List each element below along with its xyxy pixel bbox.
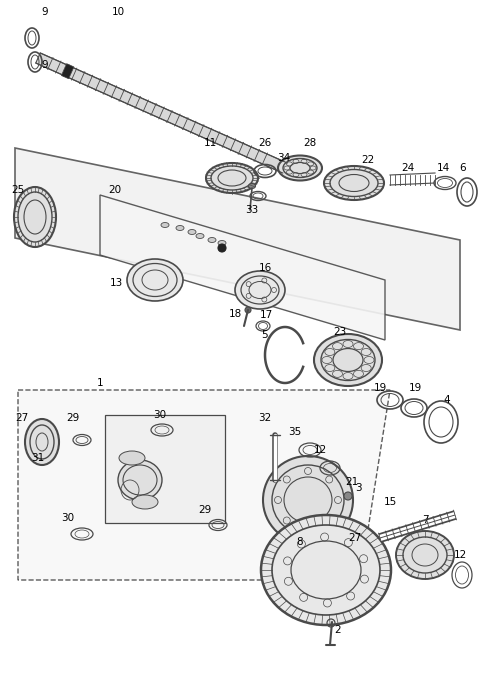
Ellipse shape bbox=[118, 460, 162, 500]
Circle shape bbox=[344, 492, 352, 500]
Text: 11: 11 bbox=[204, 138, 216, 148]
Ellipse shape bbox=[127, 259, 183, 301]
Bar bbox=[105, 415, 225, 523]
Ellipse shape bbox=[119, 451, 145, 465]
Text: 6: 6 bbox=[460, 163, 466, 173]
Ellipse shape bbox=[208, 238, 216, 243]
Text: 17: 17 bbox=[259, 310, 273, 320]
Text: 4: 4 bbox=[444, 395, 450, 405]
Text: 30: 30 bbox=[154, 410, 167, 420]
Text: 12: 12 bbox=[313, 445, 326, 455]
Text: 22: 22 bbox=[361, 155, 374, 165]
Text: 31: 31 bbox=[31, 453, 45, 463]
Circle shape bbox=[218, 244, 226, 252]
Ellipse shape bbox=[263, 456, 353, 544]
Text: 24: 24 bbox=[401, 163, 415, 173]
Polygon shape bbox=[36, 53, 287, 173]
Text: 30: 30 bbox=[61, 513, 74, 523]
Text: 28: 28 bbox=[303, 138, 317, 148]
Polygon shape bbox=[100, 195, 385, 340]
Ellipse shape bbox=[132, 495, 158, 509]
Text: 3: 3 bbox=[355, 483, 361, 493]
Text: 10: 10 bbox=[111, 7, 125, 17]
Text: 7: 7 bbox=[422, 515, 428, 525]
Text: 20: 20 bbox=[108, 185, 121, 195]
Text: 35: 35 bbox=[288, 427, 301, 437]
Ellipse shape bbox=[206, 163, 258, 193]
Text: 33: 33 bbox=[245, 205, 259, 215]
Ellipse shape bbox=[249, 184, 255, 188]
Text: 16: 16 bbox=[258, 263, 272, 273]
Ellipse shape bbox=[324, 166, 384, 200]
Text: 15: 15 bbox=[384, 497, 396, 507]
Text: 25: 25 bbox=[12, 185, 24, 195]
Ellipse shape bbox=[188, 229, 196, 234]
Text: 19: 19 bbox=[373, 383, 386, 393]
Text: 21: 21 bbox=[346, 477, 359, 487]
Polygon shape bbox=[15, 148, 460, 330]
Ellipse shape bbox=[235, 271, 285, 309]
Ellipse shape bbox=[218, 240, 226, 245]
Text: 9: 9 bbox=[42, 7, 48, 17]
Ellipse shape bbox=[25, 419, 59, 465]
Text: 27: 27 bbox=[15, 413, 29, 423]
Ellipse shape bbox=[344, 533, 376, 577]
Ellipse shape bbox=[196, 234, 204, 238]
Text: 29: 29 bbox=[66, 413, 80, 423]
Text: 9: 9 bbox=[42, 60, 48, 70]
Text: 34: 34 bbox=[277, 153, 290, 163]
Polygon shape bbox=[61, 64, 74, 79]
Text: 8: 8 bbox=[297, 537, 303, 547]
Ellipse shape bbox=[278, 155, 322, 180]
Text: 13: 13 bbox=[109, 278, 122, 288]
Text: 14: 14 bbox=[436, 163, 450, 173]
Text: 27: 27 bbox=[348, 533, 361, 543]
Ellipse shape bbox=[176, 225, 184, 231]
Text: 19: 19 bbox=[408, 383, 421, 393]
Text: 32: 32 bbox=[258, 413, 272, 423]
Ellipse shape bbox=[396, 531, 454, 579]
Text: 12: 12 bbox=[454, 550, 467, 560]
Ellipse shape bbox=[314, 334, 382, 386]
Ellipse shape bbox=[161, 222, 169, 227]
Text: 29: 29 bbox=[198, 505, 212, 515]
Text: 5: 5 bbox=[262, 330, 268, 340]
Polygon shape bbox=[18, 390, 390, 580]
Circle shape bbox=[245, 307, 251, 313]
Text: 18: 18 bbox=[228, 309, 241, 319]
Text: 2: 2 bbox=[335, 625, 341, 635]
Ellipse shape bbox=[261, 515, 391, 625]
Text: 26: 26 bbox=[258, 138, 272, 148]
Text: 23: 23 bbox=[334, 327, 347, 337]
Ellipse shape bbox=[14, 187, 56, 247]
Text: 1: 1 bbox=[96, 378, 103, 388]
